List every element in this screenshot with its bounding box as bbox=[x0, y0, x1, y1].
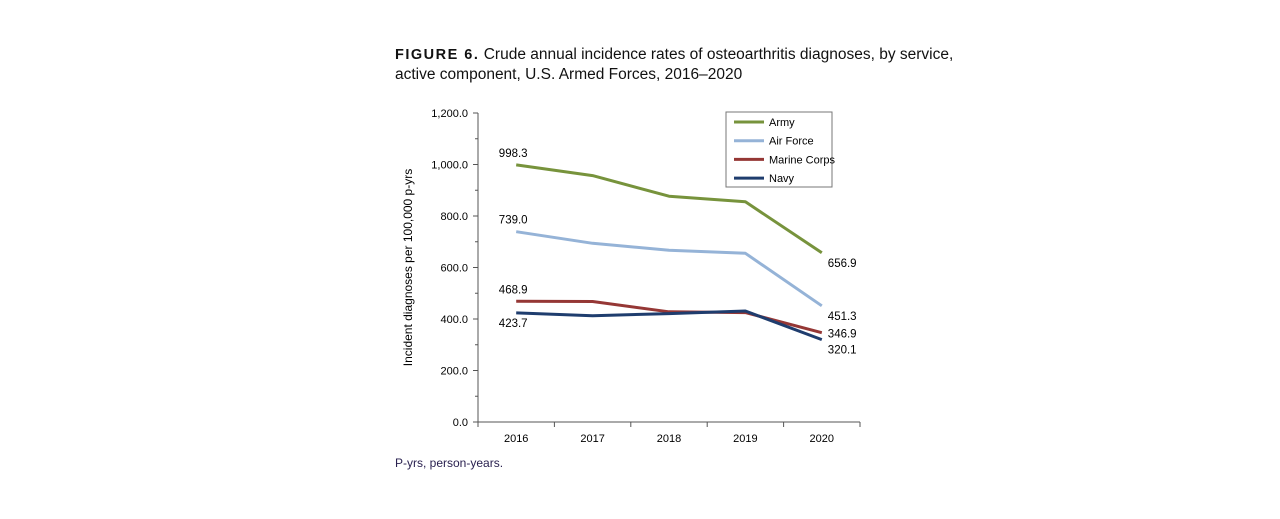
y-tick-label: 0.0 bbox=[453, 417, 468, 429]
x-tick-label: 2019 bbox=[733, 433, 757, 445]
series-line-marine-corps bbox=[516, 299, 823, 335]
x-tick-label: 2018 bbox=[657, 433, 681, 445]
y-tick-label: 1,200.0 bbox=[431, 108, 468, 120]
data-label-end: 656.9 bbox=[828, 258, 857, 270]
data-label-end: 320.1 bbox=[828, 345, 857, 357]
figure-caption: FIGURE 6. Crude annual incidence rates o… bbox=[395, 45, 955, 85]
data-label-start: 423.7 bbox=[499, 318, 528, 330]
x-tick-label: 2017 bbox=[580, 433, 604, 445]
y-axis-title: Incident diagnoses per 100,000 p-yrs bbox=[401, 169, 415, 366]
footnote: P-yrs, person-years. bbox=[395, 456, 504, 470]
data-label-end: 346.9 bbox=[828, 329, 857, 341]
y-tick-label: 800.0 bbox=[440, 211, 468, 223]
data-label-start: 468.9 bbox=[499, 284, 528, 296]
x-tick-label: 2020 bbox=[810, 433, 834, 445]
legend-entry: Marine Corps bbox=[769, 154, 836, 166]
y-tick-label: 200.0 bbox=[440, 366, 468, 378]
series-line-air-force bbox=[515, 230, 823, 308]
x-tick-label: 2016 bbox=[504, 433, 528, 445]
series-line-navy bbox=[516, 309, 823, 342]
legend-entry: Air Force bbox=[769, 136, 814, 148]
data-label-start: 998.3 bbox=[499, 148, 528, 160]
legend-entry: Navy bbox=[769, 173, 795, 185]
legend-box bbox=[725, 111, 833, 188]
figure-label: FIGURE 6. bbox=[395, 47, 480, 63]
figure-caption-text: Crude annual incidence rates of osteoart… bbox=[395, 46, 954, 83]
y-tick-label: 400.0 bbox=[440, 314, 468, 326]
y-tick-label: 1,000.0 bbox=[431, 160, 468, 172]
data-label-end: 451.3 bbox=[828, 311, 857, 323]
data-label-start: 739.0 bbox=[499, 215, 528, 227]
legend-entry: Army bbox=[769, 117, 795, 129]
series-line-army bbox=[515, 163, 823, 255]
y-tick-label: 600.0 bbox=[440, 263, 468, 275]
